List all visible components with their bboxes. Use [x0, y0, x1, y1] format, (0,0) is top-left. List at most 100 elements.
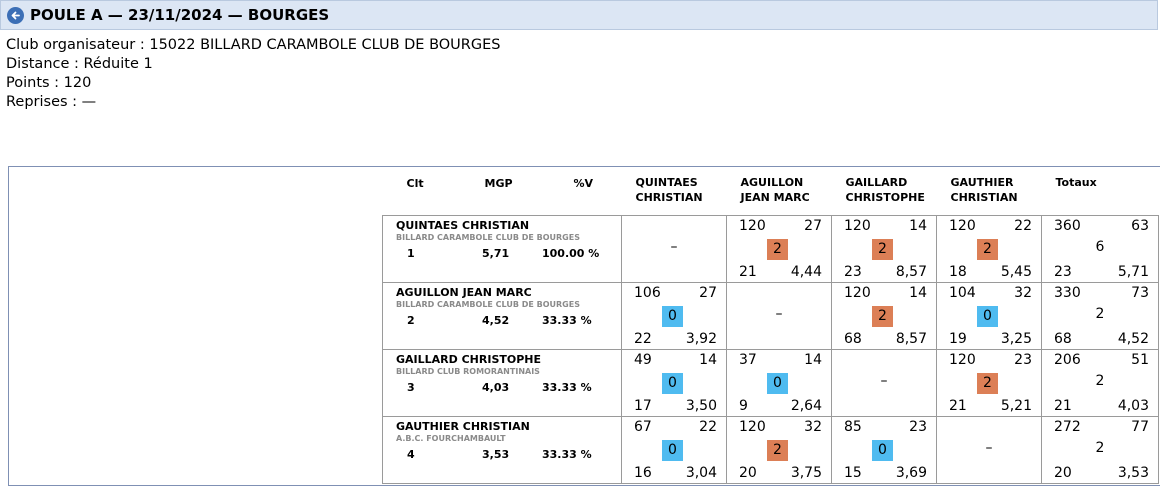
match-points: 120 [739, 419, 766, 435]
match-series: 9 [739, 398, 748, 414]
total-points: 360 [1054, 218, 1081, 234]
player-win-pct: 33.33 % [542, 448, 592, 461]
match-points: 120 [739, 218, 766, 234]
match-cell: 120 27 2 21 4,44 [726, 215, 832, 283]
match-cell: 104 32 0 19 3,25 [936, 282, 1042, 350]
total-average: 3,53 [1117, 465, 1149, 481]
match-points-badge: 2 [767, 440, 788, 461]
match-cell: 85 23 0 15 3,69 [831, 416, 937, 484]
match-series: 15 [844, 465, 862, 481]
match-series: 21 [949, 398, 967, 414]
no-match: – [775, 306, 783, 322]
player-name: GAILLARD CHRISTOPHE [396, 353, 541, 366]
match-average: 3,92 [685, 331, 717, 347]
match-average: 5,45 [1000, 264, 1032, 280]
match-points-badge: 2 [977, 373, 998, 394]
match-series: 21 [739, 264, 757, 280]
match-points: 104 [949, 285, 976, 301]
match-series: 16 [634, 465, 652, 481]
totals-cell: 272 77 2 20 3,53 [1041, 416, 1159, 484]
total-reprises: 77 [1131, 419, 1149, 435]
player-info: GAILLARD CHRISTOPHE BILLARD CLUB ROMORAN… [382, 349, 622, 417]
match-cell: 37 14 0 9 2,64 [726, 349, 832, 417]
player-win-pct: 33.33 % [542, 314, 592, 327]
match-average: 3,69 [895, 465, 927, 481]
match-series: 68 [844, 331, 862, 347]
match-reprises: 32 [1014, 285, 1032, 301]
match-cell-empty: – [831, 349, 937, 417]
match-points: 106 [634, 285, 661, 301]
match-average: 5,21 [1000, 398, 1032, 414]
distance: Distance : Réduite 1 [6, 56, 153, 72]
competition-info: Club organisateur : 15022 BILLARD CARAMB… [6, 36, 500, 112]
total-average: 4,03 [1117, 398, 1149, 414]
match-reprises: 32 [804, 419, 822, 435]
total-points: 206 [1054, 352, 1081, 368]
match-points: 120 [844, 218, 871, 234]
header-clt: Clt [406, 177, 424, 190]
match-cell: 120 32 2 20 3,75 [726, 416, 832, 484]
player-name: QUINTAES CHRISTIAN [396, 219, 530, 232]
total-match-points: 2 [1095, 440, 1105, 456]
table-row: QUINTAES CHRISTIAN BILLARD CARAMBOLE CLU… [382, 215, 1159, 283]
points: Points : 120 [6, 75, 92, 91]
back-arrow-icon[interactable] [7, 6, 24, 24]
match-cell: 120 14 2 68 8,57 [831, 282, 937, 350]
match-points: 49 [634, 352, 652, 368]
match-cell: 120 22 2 18 5,45 [936, 215, 1042, 283]
match-cell: 120 14 2 23 8,57 [831, 215, 937, 283]
total-average: 5,71 [1117, 264, 1149, 280]
header-opponent-4: GAUTHIER CHRISTIAN [950, 176, 1018, 204]
match-series: 22 [634, 331, 652, 347]
header-totals: Totaux [1055, 176, 1097, 189]
header-row: Clt MGP %V QUINTAES CHRISTIAN AGUILLON JEA… [383, 170, 1159, 216]
player-club: BILLARD CARAMBOLE CLUB DE BOURGES [396, 233, 580, 242]
player-info: QUINTAES CHRISTIAN BILLARD CARAMBOLE CLU… [382, 215, 622, 283]
match-cell: 67 22 0 16 3,04 [621, 416, 727, 484]
match-cell-empty: – [621, 215, 727, 283]
match-average: 4,44 [790, 264, 822, 280]
match-cell: 120 23 2 21 5,21 [936, 349, 1042, 417]
match-points-badge: 0 [767, 373, 788, 394]
total-reprises: 51 [1131, 352, 1149, 368]
match-points-badge: 0 [872, 440, 893, 461]
match-reprises: 14 [909, 218, 927, 234]
player-rank: 3 [407, 381, 415, 394]
match-points: 85 [844, 419, 862, 435]
table-row: AGUILLON JEAN MARC BILLARD CARAMBOLE CLU… [382, 282, 1159, 350]
table-row: GAILLARD CHRISTOPHE BILLARD CLUB ROMORAN… [382, 349, 1159, 417]
header-mgp: MGP [484, 177, 513, 190]
totals-cell: 206 51 2 21 4,03 [1041, 349, 1159, 417]
match-points: 37 [739, 352, 757, 368]
organizer-club: Club organisateur : 15022 BILLARD CARAMB… [6, 37, 501, 53]
match-reprises: 22 [699, 419, 717, 435]
match-reprises: 14 [699, 352, 717, 368]
match-points-badge: 0 [662, 440, 683, 461]
match-cell: 106 27 0 22 3,92 [621, 282, 727, 350]
match-series: 17 [634, 398, 652, 414]
title-bar: POULE A — 23/11/2024 — BOURGES [0, 0, 1158, 30]
player-rank: 2 [407, 314, 415, 327]
total-match-points: 2 [1095, 306, 1105, 322]
best-series: 20 [1054, 465, 1072, 481]
header-stats: Clt MGP %V [383, 170, 622, 216]
player-mgp: 5,71 [482, 247, 510, 260]
match-average: 3,25 [1000, 331, 1032, 347]
total-match-points: 2 [1095, 373, 1105, 389]
match-points-badge: 2 [872, 306, 893, 327]
total-points: 330 [1054, 285, 1081, 301]
page-title: POULE A — 23/11/2024 — BOURGES [30, 6, 330, 24]
no-match: – [670, 239, 678, 255]
match-cell-empty: – [936, 416, 1042, 484]
match-average: 8,57 [895, 264, 927, 280]
header-opponent-2: AGUILLON JEAN MARC [740, 176, 810, 204]
best-series: 23 [1054, 264, 1072, 280]
totals-cell: 330 73 2 68 4,52 [1041, 282, 1159, 350]
match-average: 8,57 [895, 331, 927, 347]
best-series: 21 [1054, 398, 1072, 414]
match-reprises: 14 [909, 285, 927, 301]
player-club: BILLARD CARAMBOLE CLUB DE BOURGES [396, 300, 580, 309]
player-win-pct: 100.00 % [542, 247, 600, 260]
header-opponent-1: QUINTAES CHRISTIAN [635, 176, 703, 204]
player-rank: 4 [407, 448, 415, 461]
